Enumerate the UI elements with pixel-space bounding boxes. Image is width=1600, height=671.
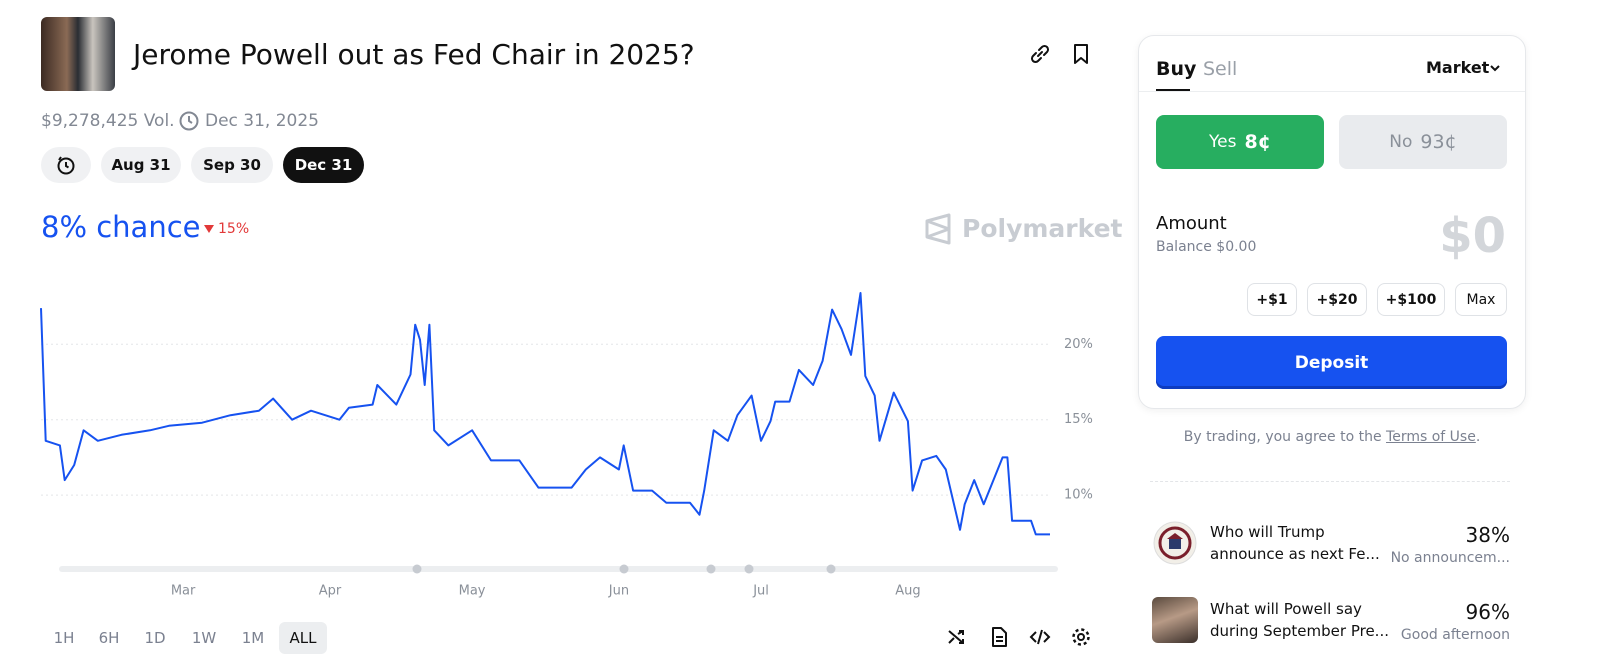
change: 15% — [218, 221, 250, 237]
volume: $9,278,425 Vol. — [41, 111, 175, 131]
no-price: 93¢ — [1420, 131, 1457, 153]
tab-underline — [1156, 89, 1190, 91]
x-tick-label: May — [459, 584, 486, 599]
x-tick-label: Aug — [895, 584, 920, 599]
clock-icon — [179, 111, 199, 131]
date-tab[interactable]: Sep 30 — [191, 147, 273, 183]
end-date: Dec 31, 2025 — [205, 111, 320, 131]
timeframe[interactable]: 1M — [241, 629, 265, 647]
y-tick-label: 10% — [1064, 488, 1093, 503]
quick-add[interactable]: Max — [1455, 283, 1507, 316]
market-title: Jerome Powell out as Fed Chair in 2025? — [133, 38, 695, 71]
timeframe[interactable]: 1H — [53, 629, 75, 647]
timeframe-active[interactable]: ALL — [279, 622, 327, 654]
price-line — [40, 292, 1050, 536]
event-dot[interactable] — [744, 564, 754, 574]
chevron-down[interactable] — [1488, 61, 1502, 75]
related-image[interactable] — [1153, 521, 1197, 565]
quick-add[interactable]: +$20 — [1307, 283, 1367, 316]
related-outcome: No announcem... — [1390, 550, 1510, 566]
yes-price: 8¢ — [1244, 131, 1271, 153]
terms-text: By trading, you agree to the — [1183, 429, 1387, 445]
x-tick-label: Mar — [171, 584, 196, 599]
copy-link-icon[interactable] — [1028, 42, 1052, 66]
yes-label: Yes — [1209, 132, 1237, 152]
quick-add[interactable]: +$1 — [1247, 283, 1297, 316]
related-title[interactable]: Who will Trump announce as next Fe... — [1210, 523, 1380, 563]
settings-icon[interactable] — [1070, 626, 1092, 648]
bookmark-icon[interactable] — [1069, 42, 1093, 66]
buy-tab[interactable]: Buy — [1156, 58, 1197, 80]
date-tab[interactable]: Aug 31 — [101, 147, 181, 183]
related-image[interactable] — [1152, 597, 1198, 643]
event-dot[interactable] — [619, 564, 629, 574]
down-arrow — [204, 225, 214, 233]
quick-add[interactable]: +$100 — [1377, 283, 1445, 316]
related-title[interactable]: What will Powell say during September Pr… — [1210, 600, 1389, 640]
amount-label: Amount — [1156, 213, 1227, 234]
y-tick-label: 20% — [1064, 337, 1093, 352]
event-dot[interactable] — [706, 564, 716, 574]
related-percent: 96% — [1465, 600, 1510, 624]
y-tick-label: 15% — [1064, 412, 1093, 427]
terms-link[interactable]: Terms of Use — [1386, 429, 1476, 445]
history-icon — [57, 156, 75, 175]
event-dot[interactable] — [826, 564, 836, 574]
balance: Balance $0.00 — [1156, 239, 1257, 255]
no-button[interactable]: No 93¢ — [1339, 115, 1507, 169]
market-image — [41, 17, 115, 91]
sell-tab[interactable]: Sell — [1203, 58, 1238, 80]
embed-icon[interactable] — [1029, 626, 1051, 648]
deposit-button[interactable]: Deposit — [1156, 336, 1507, 389]
brand-logo — [925, 213, 951, 245]
history-button[interactable] — [41, 147, 91, 183]
related-percent: 38% — [1465, 523, 1510, 547]
divider — [1150, 481, 1510, 482]
price-chart: 10% 15% 20% Mar Apr May Jun Jul Aug — [40, 292, 1093, 599]
x-tick-label: Apr — [319, 584, 342, 599]
rules-icon[interactable] — [988, 626, 1010, 648]
timeframe[interactable]: 6H — [98, 629, 120, 647]
yes-button[interactable]: Yes 8¢ — [1156, 115, 1324, 169]
event-dot[interactable] — [412, 564, 422, 574]
x-tick-label: Jul — [752, 584, 769, 599]
related-outcome: Good afternoon — [1400, 627, 1510, 643]
terms-text: . — [1475, 429, 1481, 445]
amount-input[interactable]: $0 — [1439, 208, 1506, 264]
order-type[interactable]: Market — [1426, 58, 1490, 77]
shuffle-icon[interactable] — [946, 626, 968, 648]
trade-card — [1138, 35, 1526, 409]
timeframe[interactable]: 1D — [144, 629, 166, 647]
no-label: No — [1389, 132, 1413, 152]
brand-name: Polymarket — [962, 214, 1123, 243]
x-tick-label: Jun — [608, 584, 629, 599]
timeframe[interactable]: 1W — [191, 629, 217, 647]
date-tab-active[interactable]: Dec 31 — [283, 147, 364, 183]
terms: By trading, you agree to the Terms of Us… — [1138, 428, 1526, 446]
divider — [1139, 91, 1525, 92]
chance: 8% chance — [41, 210, 201, 244]
